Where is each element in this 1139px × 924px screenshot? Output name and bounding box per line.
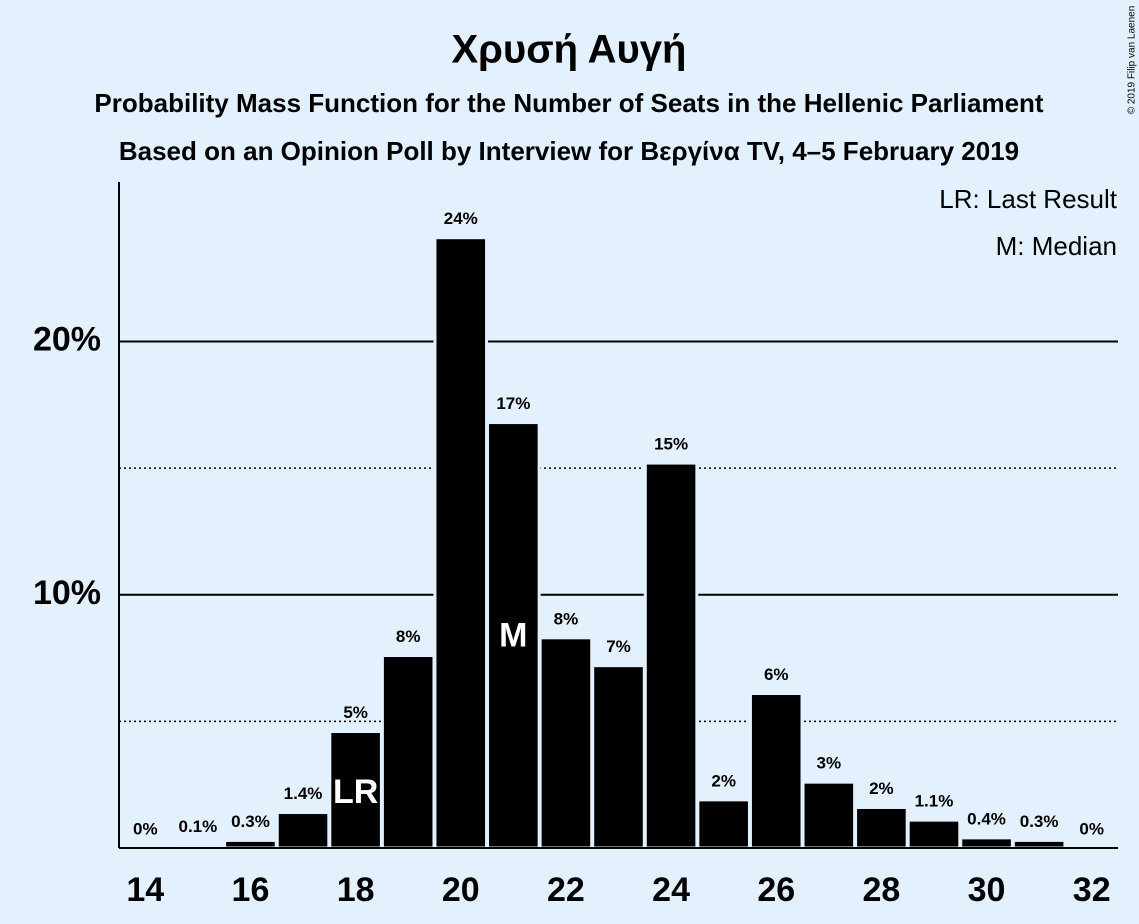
value-label: 0.3% <box>1020 812 1059 831</box>
value-label: 2% <box>711 771 736 790</box>
bar <box>1011 838 1067 850</box>
bar <box>696 798 751 850</box>
value-label: 15% <box>654 435 688 454</box>
bar <box>275 811 331 850</box>
value-label: 17% <box>496 394 530 413</box>
x-tick-label: 14 <box>126 871 164 909</box>
bar <box>486 421 541 850</box>
bar-marker: LR <box>333 773 378 811</box>
value-label: 5% <box>343 703 368 722</box>
bar <box>380 654 436 850</box>
bar <box>643 461 699 850</box>
value-label: 0% <box>1079 819 1104 838</box>
value-label: 1.1% <box>915 792 954 811</box>
value-label: 6% <box>764 665 789 684</box>
legend-entry: M: Median <box>996 231 1117 261</box>
x-tick-label: 18 <box>337 871 375 909</box>
bar <box>591 664 646 850</box>
bar <box>748 692 804 850</box>
bar <box>801 780 857 850</box>
value-label: 0.4% <box>967 809 1006 828</box>
value-label: 24% <box>444 209 478 228</box>
value-label: 8% <box>396 627 421 646</box>
x-tick-label: 26 <box>757 871 795 909</box>
bar <box>328 730 383 850</box>
copyright: © 2019 Filip van Laenen <box>1127 6 1138 115</box>
chart-title: Χρυσή Αυγή <box>452 28 687 72</box>
x-tick-label: 28 <box>862 871 900 909</box>
value-label: 3% <box>817 754 842 773</box>
value-label: 7% <box>606 637 631 656</box>
legend-entry: LR: Last Result <box>939 184 1118 214</box>
bar-marker: M <box>499 617 527 655</box>
x-tick-label: 30 <box>968 871 1006 909</box>
bar <box>433 236 489 850</box>
chart-subtitle: Probability Mass Function for the Number… <box>94 88 1044 118</box>
x-tick-label: 32 <box>1073 871 1111 909</box>
y-tick-label: 10% <box>33 574 101 612</box>
value-label: 0.3% <box>231 812 270 831</box>
value-label: 0% <box>133 819 158 838</box>
chart-subtitle: Based on an Opinion Poll by Interview fo… <box>119 136 1019 166</box>
x-tick-label: 22 <box>547 871 585 909</box>
value-label: 0.1% <box>178 817 217 836</box>
value-label: 1.4% <box>284 784 323 803</box>
x-tick-label: 24 <box>652 871 690 909</box>
x-tick-label: 16 <box>232 871 270 909</box>
value-label: 8% <box>554 609 579 628</box>
bar <box>959 836 1014 850</box>
y-tick-label: 20% <box>33 321 101 359</box>
bar <box>854 805 909 850</box>
x-tick-label: 20 <box>442 871 480 909</box>
bar <box>538 636 594 850</box>
value-label: 2% <box>869 779 894 798</box>
bar <box>223 838 278 850</box>
bar <box>906 818 962 850</box>
